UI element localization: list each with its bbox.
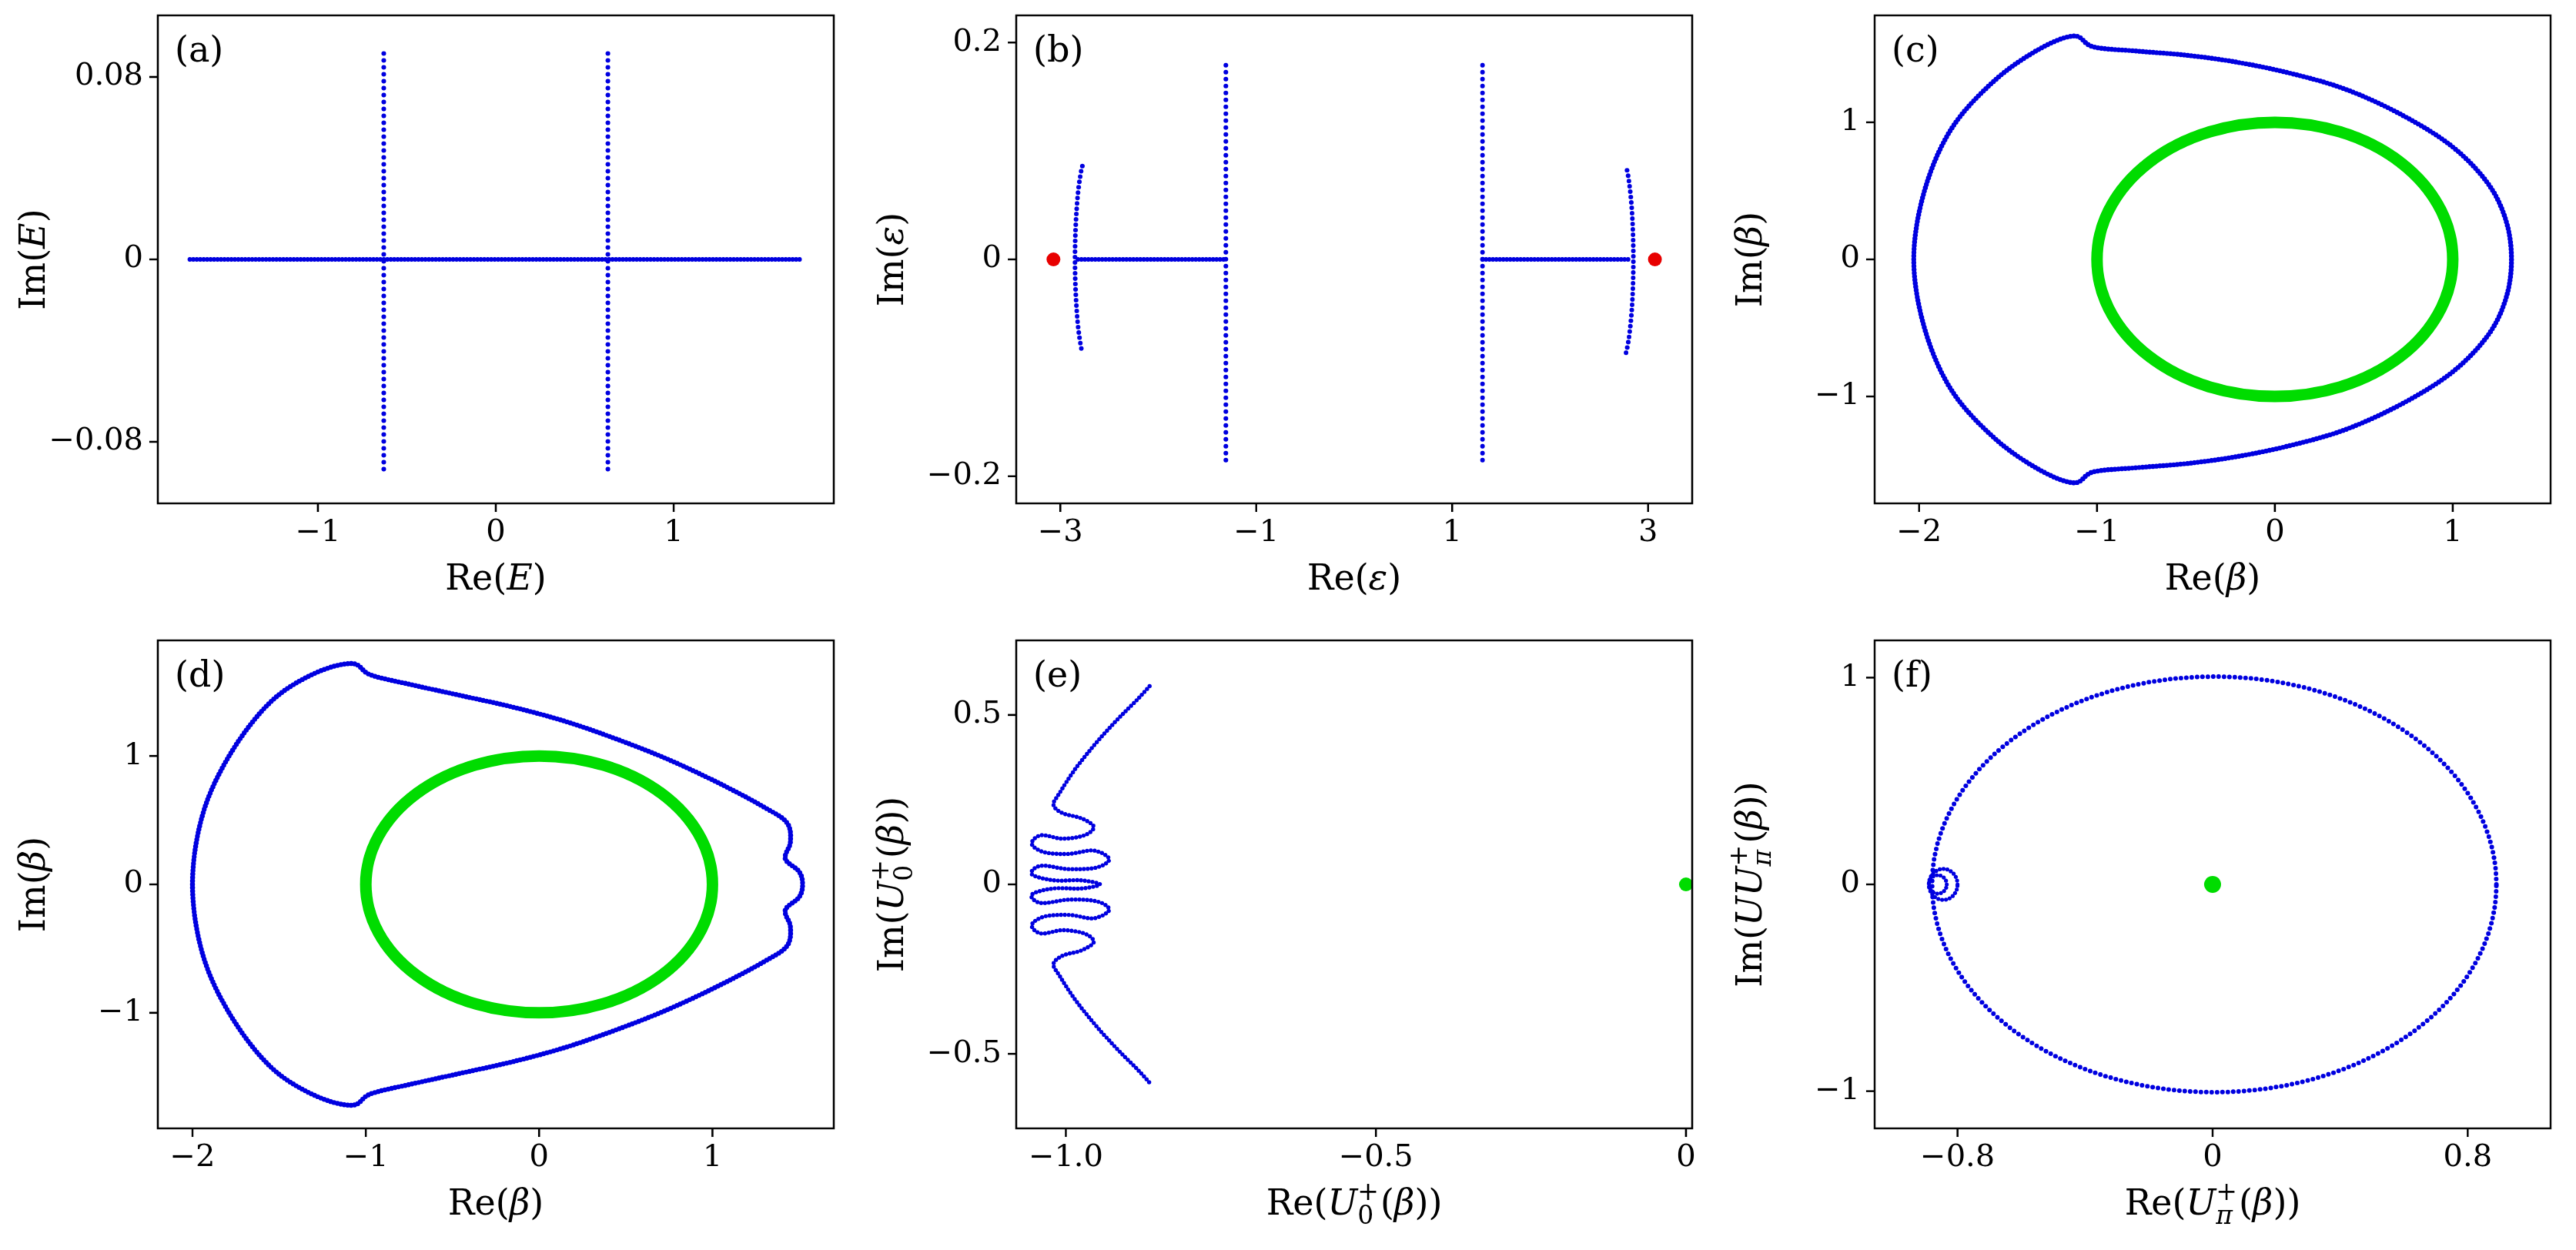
subplot-d-canvas — [0, 625, 858, 1250]
subplot-f-canvas — [1717, 625, 2575, 1250]
subplot-a-canvas — [0, 0, 858, 625]
subplot-d — [0, 625, 858, 1250]
subplot-e-canvas — [858, 625, 1717, 1250]
subplot-c — [1717, 0, 2575, 625]
subplot-e — [858, 625, 1717, 1250]
subplot-b — [858, 0, 1717, 625]
subplot-a — [0, 0, 858, 625]
subplot-c-canvas — [1717, 0, 2575, 625]
subplot-b-canvas — [858, 0, 1717, 625]
subplot-f — [1717, 625, 2575, 1250]
